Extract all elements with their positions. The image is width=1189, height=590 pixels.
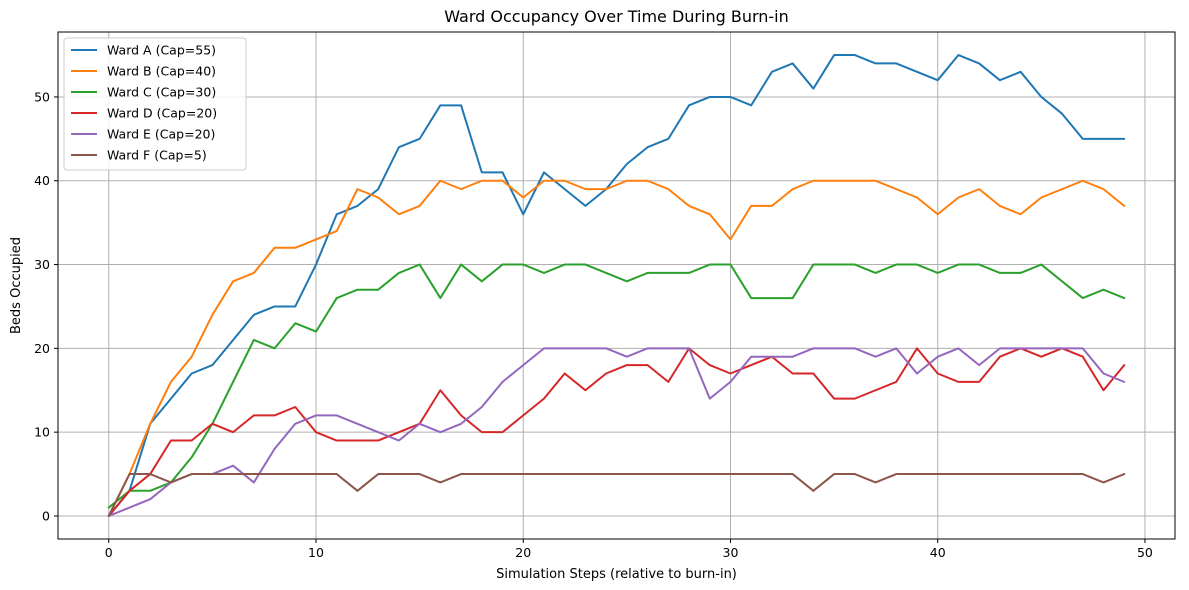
x-tick-label: 20 xyxy=(515,545,531,560)
legend-label: Ward F (Cap=5) xyxy=(107,148,207,163)
series-line-6 xyxy=(107,473,1126,517)
x-tick-label: 10 xyxy=(308,545,324,560)
series-line-3 xyxy=(107,263,1126,509)
chart-title: Ward Occupancy Over Time During Burn-in xyxy=(444,7,789,26)
legend-frame xyxy=(63,37,247,171)
series-line-5 xyxy=(107,347,1126,517)
y-axis-label: Beds Occupied xyxy=(9,237,24,334)
legend: Ward A (Cap=55) Ward B (Cap=40) Ward C (Ca… xyxy=(63,37,247,171)
y-tick-label: 50 xyxy=(34,89,50,104)
series-line-4 xyxy=(107,347,1126,517)
legend-items: Ward A (Cap=55) Ward B (Cap=40) Ward C (Ca… xyxy=(71,43,217,163)
legend-label: Ward C (Cap=30) xyxy=(107,85,216,100)
x-axis-label: Simulation Steps (relative to burn-in) xyxy=(496,567,737,582)
y-tick-label: 20 xyxy=(34,341,50,356)
x-tick-label: 50 xyxy=(1137,545,1153,560)
y-tick-label: 30 xyxy=(34,257,50,272)
legend-label: Ward A (Cap=55) xyxy=(107,43,216,58)
y-tick-label: 10 xyxy=(34,425,50,440)
x-tick-label: 40 xyxy=(930,545,946,560)
x-tick-label: 30 xyxy=(723,545,739,560)
y-tick-label: 0 xyxy=(42,508,50,523)
plot-frame xyxy=(57,31,1176,540)
y-tick-label: 40 xyxy=(34,173,50,188)
legend-label: Ward D (Cap=20) xyxy=(107,106,217,121)
series-line-2 xyxy=(107,179,1126,517)
legend-label: Ward B (Cap=40) xyxy=(107,64,216,79)
legend-label: Ward E (Cap=20) xyxy=(107,127,215,142)
series-lines xyxy=(107,54,1126,517)
x-tick-label: 0 xyxy=(105,545,113,560)
series-line-1 xyxy=(107,54,1126,517)
axis-ticks: 0 10 20 30 40 50 0 10 20 30 40 50 xyxy=(34,89,1153,560)
